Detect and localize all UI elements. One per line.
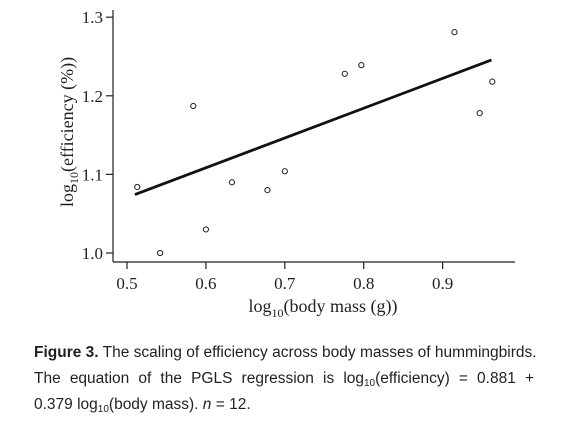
x-tick-label: 0.6 (195, 274, 216, 293)
data-point (358, 62, 365, 69)
x-tick-label: 0.8 (353, 274, 374, 293)
data-point (228, 179, 236, 186)
data-point (489, 78, 496, 85)
data-point (202, 226, 209, 233)
data-point (190, 102, 197, 110)
regression-line-group (134, 58, 493, 196)
y-tick-label: 1.3 (82, 8, 103, 27)
x-tick-label: 0.9 (432, 274, 453, 293)
axes (112, 10, 515, 263)
x-axis-title: log10(body mass (g)) (249, 296, 398, 320)
data-point (157, 249, 164, 257)
data-points (134, 29, 496, 257)
data-point (281, 168, 288, 175)
tick-marks (106, 16, 444, 269)
tick-labels: 0.5 0.6 0.7 0.8 0.9 1.0 1.1 1.2 1.3 (82, 8, 453, 293)
y-axis-title: log10(efficiency (%)) (57, 57, 81, 207)
regression-line (134, 58, 493, 196)
x-tick-label: 0.5 (116, 274, 137, 293)
data-point (341, 70, 348, 77)
data-point (476, 109, 483, 117)
data-point (264, 187, 271, 194)
y-tick-label: 1.0 (82, 244, 103, 263)
y-tick-label: 1.2 (82, 87, 103, 106)
figure-label: Figure 3. (34, 344, 99, 361)
data-point (451, 29, 458, 36)
caption-line-3: 0.379 log10(body mass). n = 12. (34, 396, 251, 415)
caption-text-1: The scaling of efficiency across body ma… (102, 344, 537, 361)
caption-line-1: Figure 3. The scaling of efficiency acro… (34, 340, 537, 366)
figure-caption: Figure 3. The scaling of efficiency acro… (34, 340, 537, 418)
scatter-plot: 0.5 0.6 0.7 0.8 0.9 1.0 1.1 1.2 1.3 log10(body m… (57, 8, 515, 320)
y-tick-label: 1.1 (82, 165, 103, 184)
caption-line-2: The equation of the PGLS regression is l… (34, 370, 534, 389)
x-tick-label: 0.7 (274, 274, 296, 293)
data-point (134, 183, 141, 191)
